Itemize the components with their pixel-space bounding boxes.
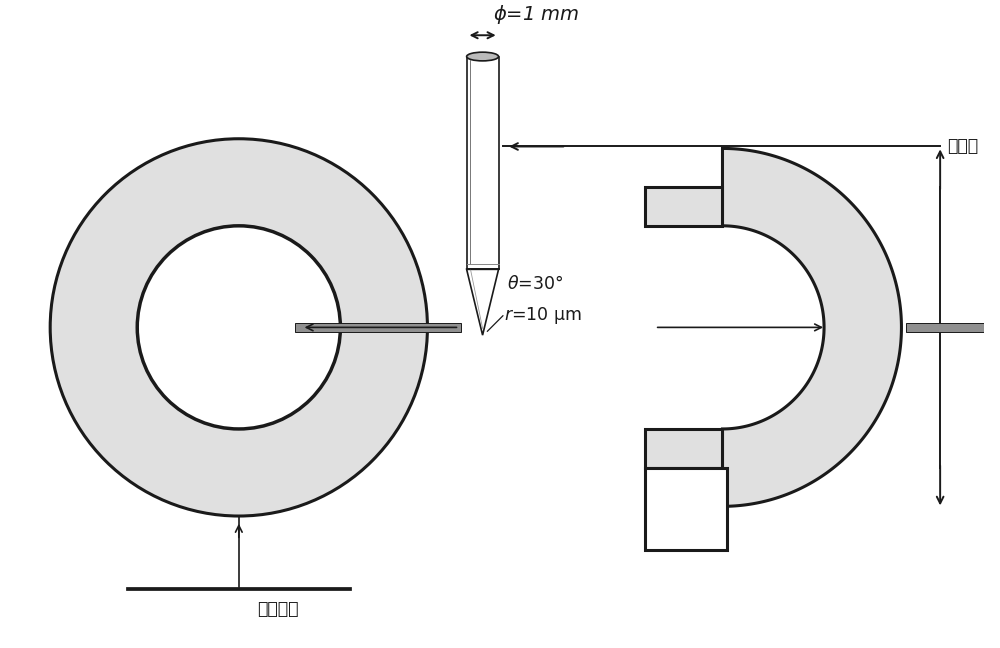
Ellipse shape xyxy=(467,52,499,61)
Text: 针电极: 针电极 xyxy=(947,137,978,156)
Bar xyxy=(295,323,461,332)
Bar xyxy=(906,323,998,332)
Text: 导体屏蔽: 导体屏蔽 xyxy=(257,600,298,618)
Polygon shape xyxy=(722,148,901,506)
Text: $\phi$=1 mm: $\phi$=1 mm xyxy=(493,3,579,25)
Circle shape xyxy=(50,139,427,516)
Bar xyxy=(467,56,499,270)
Bar xyxy=(645,468,727,550)
Bar xyxy=(645,187,722,226)
Text: $\theta$=30°: $\theta$=30° xyxy=(507,275,563,293)
Polygon shape xyxy=(467,270,499,335)
Bar xyxy=(645,429,722,468)
Text: $r$=10 μm: $r$=10 μm xyxy=(504,305,582,327)
Circle shape xyxy=(137,226,340,429)
